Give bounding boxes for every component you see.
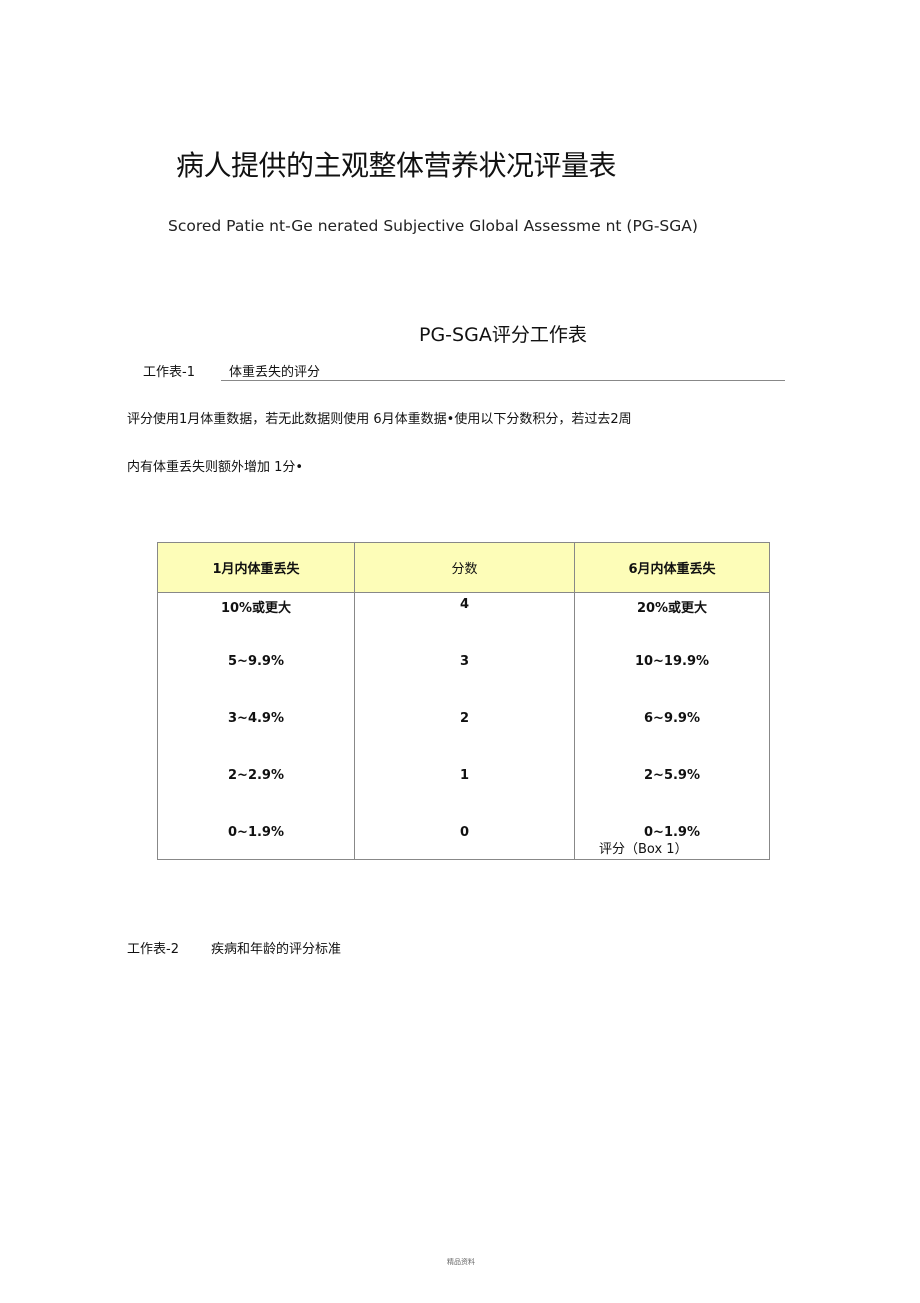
- cell-1-month: 0~1.9%: [157, 821, 355, 860]
- instruction-line-1: 评分使用1月体重数据，若无此数据则使用 6月体重数据•使用以下分数积分，若过去2…: [127, 412, 632, 427]
- document-title: 病人提供的主观整体营养状况评量表: [176, 149, 617, 182]
- sheet-title: PG-SGA评分工作表: [419, 324, 587, 346]
- document-subtitle: Scored Patie nt-Ge nerated Subjective Gl…: [168, 217, 698, 235]
- cell-score: 3: [354, 650, 575, 707]
- table-row: 0~1.9% 0 0~1.9%: [157, 821, 770, 860]
- table-row: 10%或更大 4 20%或更大: [157, 592, 770, 650]
- worksheet1-underline: [221, 380, 785, 381]
- cell-score: 0: [354, 821, 575, 860]
- weight-loss-table: 1月内体重丢失 分数 6月内体重丢失 10%或更大 4 20%或更大 5~9.9…: [157, 542, 770, 860]
- cell-score: 2: [354, 707, 575, 764]
- cell-score: 4: [354, 592, 575, 650]
- header-score: 分数: [354, 542, 575, 593]
- worksheet2-label: 工作表-2: [127, 942, 179, 957]
- cell-6-month: 6~9.9%: [574, 707, 770, 764]
- cell-1-month: 2~2.9%: [157, 764, 355, 821]
- cell-1-month: 3~4.9%: [157, 707, 355, 764]
- worksheet1-label: 工作表-1: [143, 365, 195, 380]
- cell-6-month: 10~19.9%: [574, 650, 770, 707]
- cell-1-month: 10%或更大: [157, 592, 355, 650]
- table-row: 5~9.9% 3 10~19.9%: [157, 650, 770, 707]
- header-6-month: 6月内体重丢失: [574, 542, 770, 593]
- table-header-row: 1月内体重丢失 分数 6月内体重丢失: [157, 542, 770, 593]
- table-row: 2~2.9% 1 2~5.9%: [157, 764, 770, 821]
- page-footer: 精品资料: [447, 1258, 475, 1266]
- cell-6-month: 2~5.9%: [574, 764, 770, 821]
- header-1-month: 1月内体重丢失: [157, 542, 355, 593]
- cell-score: 1: [354, 764, 575, 821]
- cell-6-month: 0~1.9%: [574, 821, 770, 860]
- worksheet1-name: 体重丢失的评分: [229, 365, 321, 380]
- table-row: 3~4.9% 2 6~9.9%: [157, 707, 770, 764]
- worksheet2-name: 疾病和年龄的评分标准: [211, 942, 342, 957]
- instruction-line-2: 内有体重丢失则额外增加 1分•: [127, 460, 304, 475]
- cell-6-month: 20%或更大: [574, 592, 770, 650]
- score-box-label: 评分（Box 1）: [599, 842, 688, 857]
- cell-1-month: 5~9.9%: [157, 650, 355, 707]
